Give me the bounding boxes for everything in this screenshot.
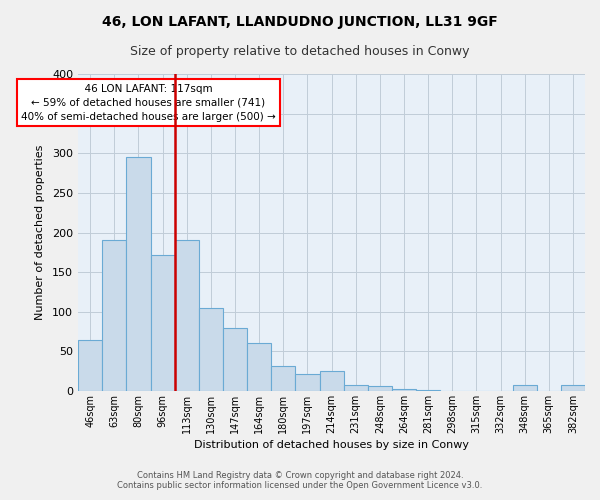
Text: 46, LON LAFANT, LLANDUDNO JUNCTION, LL31 9GF: 46, LON LAFANT, LLANDUDNO JUNCTION, LL31… xyxy=(102,15,498,29)
Bar xyxy=(151,254,175,391)
Bar xyxy=(416,390,440,391)
Bar xyxy=(344,384,368,391)
Text: Size of property relative to detached houses in Conwy: Size of property relative to detached ho… xyxy=(130,45,470,58)
Bar xyxy=(368,386,392,391)
Text: 46 LON LAFANT: 117sqm  
← 59% of detached houses are smaller (741)
40% of semi-d: 46 LON LAFANT: 117sqm ← 59% of detached … xyxy=(21,84,275,122)
Y-axis label: Number of detached properties: Number of detached properties xyxy=(35,145,45,320)
Bar xyxy=(295,374,320,391)
Bar xyxy=(271,366,295,391)
Bar xyxy=(223,328,247,391)
Bar xyxy=(127,157,151,391)
Bar xyxy=(175,240,199,391)
Bar xyxy=(102,240,127,391)
Bar xyxy=(561,384,585,391)
Text: Contains HM Land Registry data © Crown copyright and database right 2024.
Contai: Contains HM Land Registry data © Crown c… xyxy=(118,470,482,490)
X-axis label: Distribution of detached houses by size in Conwy: Distribution of detached houses by size … xyxy=(194,440,469,450)
Bar xyxy=(512,386,537,391)
Bar xyxy=(320,371,344,391)
Bar xyxy=(392,390,416,391)
Bar xyxy=(247,342,271,391)
Bar xyxy=(78,340,102,391)
Bar xyxy=(199,308,223,391)
